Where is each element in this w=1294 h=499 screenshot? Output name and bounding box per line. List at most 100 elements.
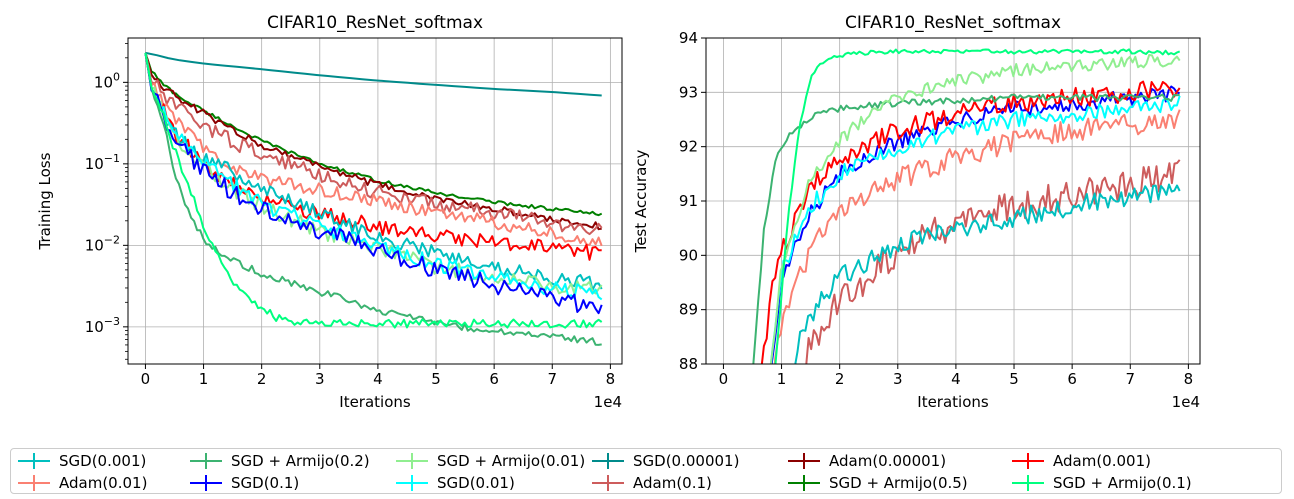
x-tick-label: 0 <box>719 370 729 388</box>
y-tick-label: 94 <box>679 29 698 47</box>
x-tick-label: 7 <box>547 370 557 388</box>
series-line-adam-0-01 <box>773 109 1181 364</box>
legend-swatch-icon <box>190 475 222 491</box>
figure: 0 1 2 3 4 5 6 7 8 100 10−1 10−2 10−3 CIFAR10_ResNet_s… <box>36 13 1201 411</box>
legend-item: Adam(0.01) <box>17 472 147 494</box>
y-axis-label: Test Accuracy <box>632 149 650 253</box>
x-tick-label: 3 <box>893 370 903 388</box>
legend-item: Adam(0.00001) <box>787 450 946 472</box>
series-line-sgd-0-01 <box>769 95 1181 364</box>
y-tick-label: 90 <box>679 246 698 264</box>
legend-swatch-icon <box>190 453 222 469</box>
training-loss-chart: 0 1 2 3 4 5 6 7 8 100 10−1 10−2 10−3 CIFAR10_ResNet_s… <box>36 13 623 411</box>
x-tick-label: 4 <box>951 370 961 388</box>
series-line-sgd-armijo-0-2 <box>752 93 1180 364</box>
legend-swatch-icon <box>396 453 428 469</box>
series-line-sgd-0-001 <box>144 52 603 291</box>
y-tick-label: 91 <box>679 192 698 210</box>
x-tick-label: 4 <box>373 370 383 388</box>
legend-label: SGD(0.00001) <box>633 452 740 470</box>
series-line-adam-0-00001 <box>144 52 602 231</box>
legend-label: SGD + Armijo(0.2) <box>231 452 370 470</box>
y-axis-label: Training Loss <box>36 152 54 250</box>
legend-label: SGD + Armijo(0.1) <box>1053 474 1192 492</box>
legend-item: SGD(0.001) <box>17 450 146 472</box>
series-line-sgd-armijo-0-2 <box>144 52 602 346</box>
legend-label: Adam(0.01) <box>59 474 148 492</box>
legend-swatch-icon <box>592 453 624 469</box>
series-line-sgd-0-1 <box>144 52 603 315</box>
legend-item: SGD + Armijo(0.2) <box>189 450 370 472</box>
chart-title: CIFAR10_ResNet_softmax <box>845 13 1061 33</box>
y-tick-label: 100 <box>94 70 120 91</box>
x-tick-label: 3 <box>315 370 325 388</box>
legend-swatch-icon <box>396 475 428 491</box>
legend-swatch-icon <box>1012 475 1044 491</box>
x-tick-label: 5 <box>431 370 441 388</box>
legend-item: SGD(0.1) <box>189 472 299 494</box>
x-tick-label: 8 <box>1184 370 1194 388</box>
legend-item: SGD(0.01) <box>395 472 515 494</box>
series-line-sgd-0-001 <box>794 183 1181 364</box>
x-tick-label: 7 <box>1125 370 1135 388</box>
x-tick-label: 1 <box>777 370 787 388</box>
series-line-adam-0-001 <box>144 52 602 261</box>
x-tick-label: 5 <box>1009 370 1019 388</box>
legend-label: Adam(0.001) <box>1053 452 1151 470</box>
test-accuracy-chart: 0 1 2 3 4 5 6 7 888899091929394CIFAR10_ResNet_so… <box>632 13 1201 411</box>
series-line-sgd-0-00001 <box>145 51 602 97</box>
legend-label: SGD + Armijo(0.01) <box>437 452 586 470</box>
grid <box>128 38 622 364</box>
legend-item: Adam(0.1) <box>591 472 712 494</box>
y-tick-label: 88 <box>679 355 698 373</box>
y-tick-label: 89 <box>679 301 698 319</box>
series-line-adam-0-1 <box>805 159 1181 364</box>
legend-swatch-icon <box>788 453 820 469</box>
legend-swatch-icon <box>1012 453 1044 469</box>
x-tick-label: 1 <box>199 370 209 388</box>
legend-swatch-icon <box>18 475 50 491</box>
x-tick-label: 2 <box>835 370 845 388</box>
y-tick-label: 10−3 <box>85 315 120 336</box>
y-tick-label: 10−1 <box>85 152 120 173</box>
legend-label: SGD(0.001) <box>59 452 147 470</box>
series-line-adam-0-001 <box>760 80 1181 364</box>
x-offset-label: 1e4 <box>594 393 622 411</box>
x-tick-label: 8 <box>606 370 616 388</box>
legend-label: Adam(0.1) <box>633 474 712 492</box>
legend-item: SGD + Armijo(0.01) <box>395 450 585 472</box>
series-line-sgd-armijo-0-1 <box>774 48 1181 364</box>
series-lines <box>144 51 603 346</box>
series-line-sgd-armijo-0-01 <box>769 54 1181 364</box>
x-tick-label: 6 <box>489 370 499 388</box>
x-tick-label: 0 <box>141 370 151 388</box>
y-tick-label: 93 <box>679 83 698 101</box>
legend-label: SGD(0.1) <box>231 474 300 492</box>
y-tick-label: 10−2 <box>85 233 120 254</box>
legend-swatch-icon <box>18 453 50 469</box>
series-line-adam-0-1 <box>144 52 603 236</box>
series-line-sgd-armijo-0-1 <box>144 52 603 329</box>
legend-swatch-icon <box>788 475 820 491</box>
series-line-sgd-0-01 <box>144 52 603 301</box>
series-line-adam-0-01 <box>144 52 603 247</box>
legend-swatch-icon <box>592 475 624 491</box>
y-tick-label: 92 <box>679 138 698 156</box>
x-tick-label: 2 <box>257 370 267 388</box>
x-offset-label: 1e4 <box>1172 393 1200 411</box>
series-line-sgd-0-1 <box>770 85 1180 364</box>
series-lines <box>752 48 1181 364</box>
legend-label: SGD(0.01) <box>437 474 515 492</box>
legend: SGD(0.001) SGD + Armijo(0.2) SGD + Armijo(… <box>10 448 1282 494</box>
chart-title: CIFAR10_ResNet_softmax <box>267 13 483 33</box>
legend-item: SGD + Armijo(0.5) <box>787 472 968 494</box>
legend-item: Adam(0.001) <box>1011 450 1151 472</box>
legend-label: Adam(0.00001) <box>829 452 947 470</box>
legend-item: SGD + Armijo(0.1) <box>1011 472 1192 494</box>
legend-item: SGD(0.00001) <box>591 450 739 472</box>
axes-frame <box>127 37 623 365</box>
x-axis-label: Iterations <box>917 393 989 411</box>
x-axis-label: Iterations <box>339 393 411 411</box>
x-tick-label: 6 <box>1067 370 1077 388</box>
legend-label: SGD + Armijo(0.5) <box>829 474 968 492</box>
